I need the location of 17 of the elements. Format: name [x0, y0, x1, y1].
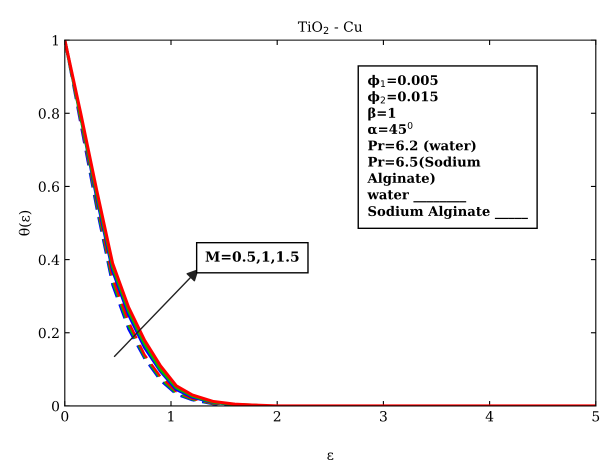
x-axis-title: ε	[327, 452, 334, 460]
annotation: M=0.5,1,1.5	[206, 251, 299, 264]
text: ϕ$_{1}$=0.005 ϕ$_{2}$=0.015 β=1 α=45$^{0}$ Pr=6.2 (water) Pr=6.5(Sodium Alginate) water ________ Sodium Alginate _____	[367, 74, 528, 220]
chart-title: TiO$_{2}$ - Cu	[298, 21, 362, 34]
x-tick-label: 1	[168, 411, 174, 422]
x-tick-label: 2	[274, 411, 280, 422]
y-tick-label: 0.8	[38, 108, 60, 119]
y-tick-label: 1	[52, 35, 58, 46]
x-tick-label: 5	[592, 411, 600, 422]
y-tick-label: 0.2	[38, 328, 59, 338]
y-axis-title: θ(ε)	[18, 210, 32, 236]
y-tick-label: 0.4	[38, 254, 60, 266]
x-tick-label: 3	[380, 411, 387, 422]
y-tick-label: 0.6	[38, 181, 60, 192]
y-tick-label: 0	[52, 400, 60, 412]
x-tick-label: 0	[61, 411, 68, 422]
x-tick-label: 4	[486, 411, 494, 422]
